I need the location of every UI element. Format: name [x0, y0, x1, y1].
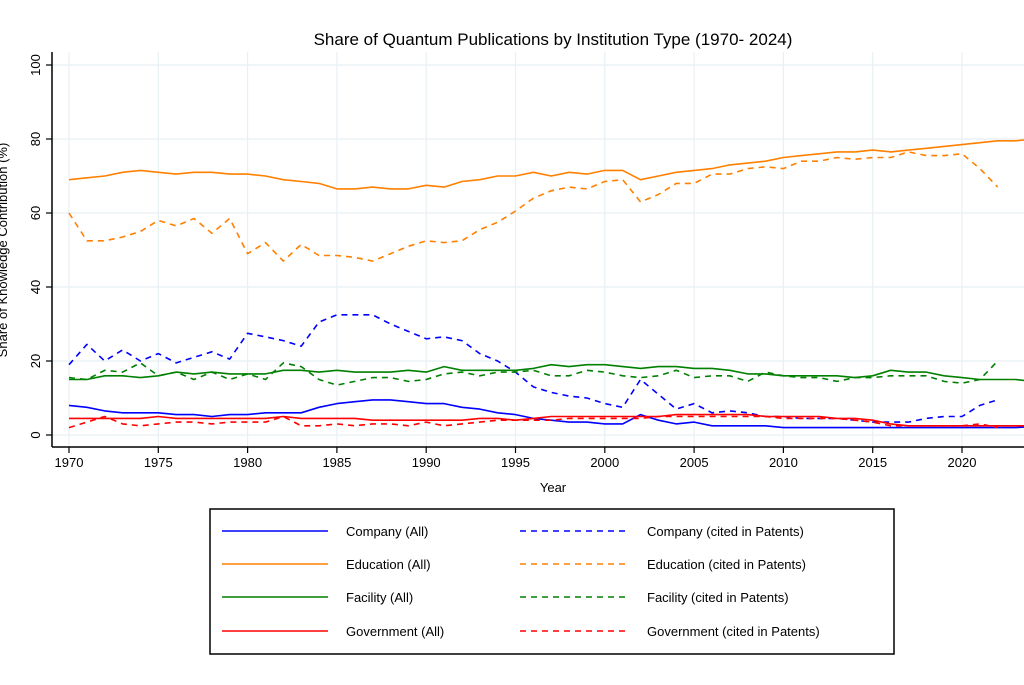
y-tick-label: 80 — [28, 132, 43, 146]
x-tick-label: 1970 — [55, 455, 84, 470]
x-tick-label: 2020 — [948, 455, 977, 470]
legend-label-company-all: Company (All) — [346, 524, 428, 539]
axes: 0 20 40 60 80 100 1970 1975 1980 1985 1990 1995 2000… — [28, 52, 1024, 470]
series-line-company-all — [68, 399, 1024, 429]
series-line-government-cited-in-patents — [68, 415, 998, 429]
series-lines — [68, 139, 1024, 429]
series-line-education-cited-in-patents — [68, 151, 999, 262]
legend-label-facility-cited-in-patents: Facility (cited in Patents) — [647, 590, 789, 605]
legend-label-government-all: Government (All) — [346, 624, 444, 639]
x-tick-label: 1975 — [144, 455, 173, 470]
y-tick-label: 0 — [28, 431, 43, 438]
series-line-facility-all — [69, 363, 1024, 382]
legend-label-company-cited-in-patents: Company (cited in Patents) — [647, 524, 804, 539]
x-tick-label: 1990 — [412, 455, 441, 470]
x-tick-label: 2005 — [680, 455, 709, 470]
y-tick-label: 100 — [28, 54, 43, 76]
x-tick-label: 1985 — [322, 455, 351, 470]
chart-title: Share of Quantum Publications by Institu… — [314, 30, 793, 49]
x-tick-label: 1995 — [501, 455, 530, 470]
series-line-government-all — [69, 413, 1024, 427]
y-tick-label: 20 — [28, 354, 43, 368]
legend-label-education-cited-in-patents: Education (cited in Patents) — [647, 557, 806, 572]
legend-label-education-all: Education (All) — [346, 557, 431, 572]
legend-label-facility-all: Facility (All) — [346, 590, 413, 605]
legend: Company (All) Company (cited in Patents) E… — [209, 508, 895, 655]
y-axis-label: Share of Knowledge Contribution (%) — [0, 143, 10, 358]
x-axis-label: Year — [540, 480, 567, 495]
x-tick-label: 2010 — [769, 455, 798, 470]
legend-label-government-cited-in-patents: Government (cited in Patents) — [647, 624, 820, 639]
gridlines — [52, 52, 1024, 447]
y-tick-label: 40 — [28, 280, 43, 294]
x-tick-label: 2015 — [858, 455, 887, 470]
x-tick-label: 1980 — [233, 455, 262, 470]
y-tick-label: 60 — [28, 206, 43, 220]
x-tick-label: 2000 — [590, 455, 619, 470]
legend-box — [209, 508, 895, 655]
series-line-facility-cited-in-patents — [68, 360, 999, 386]
series-line-education-all — [68, 139, 1024, 190]
